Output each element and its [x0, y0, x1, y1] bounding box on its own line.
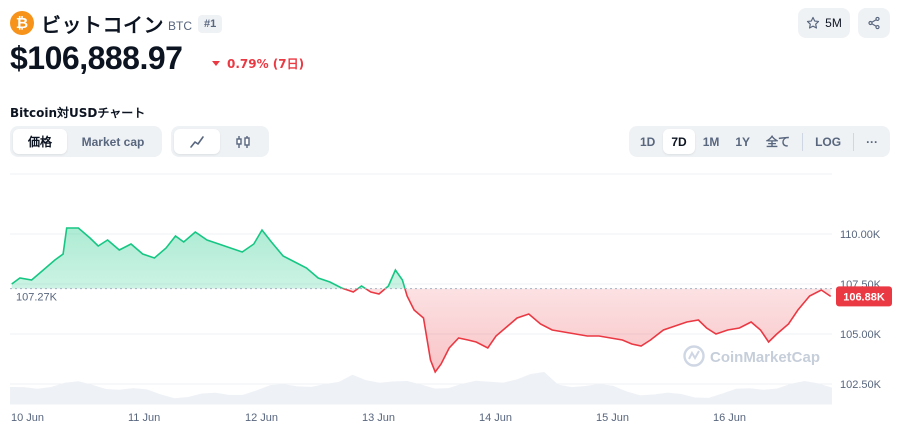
chart-title: Bitcoin対USDチャート	[10, 106, 146, 120]
coin-header: ₿ ビットコイン BTC #1	[10, 10, 223, 37]
y-tick-label: 102.50K	[840, 379, 882, 391]
x-tick-label: 15 Jun	[596, 412, 629, 424]
x-tick-label: 16 Jun	[713, 412, 746, 424]
price-line-down	[341, 288, 832, 374]
star-icon	[807, 16, 820, 29]
current-price: $106,888.97	[10, 40, 183, 76]
share-icon	[868, 16, 880, 30]
rank-badge: #1	[198, 15, 223, 33]
candlestick-icon	[236, 135, 250, 148]
volume-area	[10, 372, 832, 404]
current-price-tag	[836, 286, 892, 307]
range-all[interactable]: 全て	[766, 135, 791, 149]
top-actions: 5M	[798, 8, 890, 38]
x-tick-label: 14 Jun	[479, 412, 512, 424]
candlestick-view-button[interactable]	[220, 129, 266, 154]
chart-type-switch: 価格 Market cap	[10, 126, 162, 157]
divider	[802, 132, 804, 151]
chart-view-switch	[171, 126, 269, 157]
tab-market-cap[interactable]: Market cap	[81, 134, 145, 149]
watermark-text: CoinMarketCap	[710, 349, 820, 366]
area-above-baseline	[11, 228, 405, 289]
price-change: 0.79% (7日)	[212, 55, 304, 72]
share-button[interactable]	[858, 8, 890, 38]
price-change-text: 0.79% (7日)	[227, 57, 305, 71]
more-options-button[interactable]: ···	[866, 134, 879, 149]
x-tick-label: 13 Jun	[362, 412, 395, 424]
range-7d[interactable]: 7D	[663, 129, 695, 154]
x-tick-label: 12 Jun	[245, 412, 278, 424]
line-chart-icon	[190, 135, 204, 148]
log-scale-toggle[interactable]: LOG	[815, 134, 842, 149]
range-1m[interactable]: 1M	[702, 134, 720, 149]
range-1y[interactable]: 1Y	[735, 134, 751, 149]
price-chart[interactable]: CoinMarketCap 110.00K 107.50K 105.00K 102.5…	[0, 170, 900, 428]
x-tick-label: 11 Jun	[128, 412, 160, 424]
watchlist-count: 5M	[825, 16, 842, 30]
y-tick-label: 110.00K	[840, 229, 881, 241]
y-tick-label: 105.00K	[840, 329, 882, 341]
coin-symbol: BTC	[168, 18, 192, 33]
baseline-label: 107.27K	[16, 292, 58, 304]
line-view-button[interactable]	[174, 129, 220, 154]
x-tick-label: 10 Jun	[11, 412, 44, 424]
coinmarketcap-watermark: CoinMarketCap	[683, 345, 820, 367]
coin-name: ビットコイン	[41, 12, 164, 37]
tab-price[interactable]: 価格	[13, 129, 67, 154]
caret-down-icon	[212, 61, 220, 66]
price-line-up	[11, 227, 406, 289]
time-range-switch: 1D 7D 1M 1Y 全て LOG ···	[629, 126, 890, 157]
range-1d[interactable]: 1D	[640, 134, 656, 149]
watchlist-button[interactable]: 5M	[798, 8, 850, 38]
current-price-tag-label: 106.88K	[843, 291, 885, 303]
area-below-baseline	[11, 288, 831, 372]
price-chart-svg[interactable]: CoinMarketCap 110.00K107.50K105.00K102.5…	[0, 170, 900, 428]
bitcoin-logo-icon: ₿	[10, 11, 34, 35]
divider	[853, 132, 855, 151]
